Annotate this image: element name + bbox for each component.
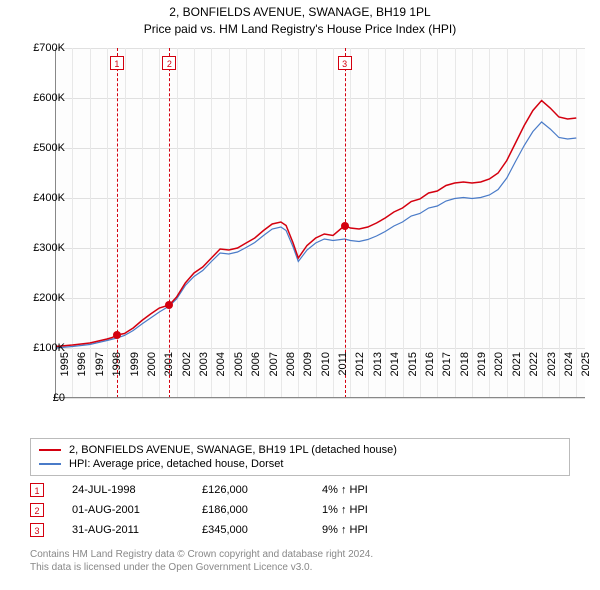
x-axis-label: 1996 xyxy=(76,352,88,376)
footer-line1: Contains HM Land Registry data © Crown c… xyxy=(30,548,373,561)
legend: 2, BONFIELDS AVENUE, SWANAGE, BH19 1PL (… xyxy=(30,438,570,476)
event-marker-dot xyxy=(341,222,349,230)
table-row: 2 01-AUG-2001£186,0001% ↑ HPI xyxy=(30,500,442,520)
event-date: 24-JUL-1998 xyxy=(72,484,202,496)
legend-row-hpi: HPI: Average price, detached house, Dors… xyxy=(39,457,561,471)
footer-copyright: Contains HM Land Registry data © Crown c… xyxy=(30,548,373,574)
x-axis-label: 2011 xyxy=(337,352,349,376)
event-date: 31-AUG-2011 xyxy=(72,524,202,536)
x-axis-label: 2017 xyxy=(441,352,453,376)
event-diff: 9% ↑ HPI xyxy=(322,524,442,536)
table-row: 3 31-AUG-2011£345,0009% ↑ HPI xyxy=(30,520,442,540)
x-axis-label: 2015 xyxy=(407,352,419,376)
y-axis-label: £200K xyxy=(33,292,65,304)
event-dashed-line xyxy=(169,48,170,398)
gridline-h xyxy=(55,398,585,399)
legend-row-property: 2, BONFIELDS AVENUE, SWANAGE, BH19 1PL (… xyxy=(39,443,561,457)
y-axis-label: £500K xyxy=(33,142,65,154)
event-price: £186,000 xyxy=(202,504,322,516)
legend-swatch-red xyxy=(39,449,61,451)
event-number-box: 3 xyxy=(338,56,352,70)
x-axis-label: 1995 xyxy=(59,352,71,376)
x-axis-label: 2000 xyxy=(146,352,158,376)
x-axis-label: 2009 xyxy=(302,352,314,376)
x-axis-label: 2013 xyxy=(372,352,384,376)
x-axis-label: 2024 xyxy=(563,352,575,376)
y-axis-label: £600K xyxy=(33,92,65,104)
x-axis-label: 2006 xyxy=(250,352,262,376)
x-axis-label: 2005 xyxy=(233,352,245,376)
x-axis-label: 2021 xyxy=(511,352,523,376)
footer-line2: This data is licensed under the Open Gov… xyxy=(30,561,373,574)
event-number-box: 1 xyxy=(110,56,124,70)
title-block: 2, BONFIELDS AVENUE, SWANAGE, BH19 1PL P… xyxy=(0,0,600,38)
event-diff: 1% ↑ HPI xyxy=(322,504,442,516)
x-axis-label: 1999 xyxy=(129,352,141,376)
event-ref-box: 3 xyxy=(30,523,44,537)
legend-swatch-blue xyxy=(39,463,61,465)
chart-area: 1 2 3 xyxy=(55,48,585,398)
event-marker-dot xyxy=(113,331,121,339)
chart-container: 2, BONFIELDS AVENUE, SWANAGE, BH19 1PL P… xyxy=(0,0,600,590)
event-ref-box: 1 xyxy=(30,483,44,497)
event-ref-box: 2 xyxy=(30,503,44,517)
x-axis-label: 2019 xyxy=(476,352,488,376)
x-axis-label: 2002 xyxy=(181,352,193,376)
series-property-line xyxy=(55,101,576,347)
event-price: £345,000 xyxy=(202,524,322,536)
x-axis-label: 2008 xyxy=(285,352,297,376)
y-axis-label: £400K xyxy=(33,192,65,204)
sale-events-table: 1 24-JUL-1998£126,0004% ↑ HPI 2 01-AUG-2001… xyxy=(30,480,442,540)
x-axis-label: 2025 xyxy=(580,352,592,376)
event-price: £126,000 xyxy=(202,484,322,496)
event-diff: 4% ↑ HPI xyxy=(322,484,442,496)
x-axis-label: 1997 xyxy=(94,352,106,376)
x-axis-label: 1998 xyxy=(111,352,123,376)
x-axis-label: 2012 xyxy=(354,352,366,376)
x-axis-label: 2010 xyxy=(320,352,332,376)
x-axis-label: 2023 xyxy=(546,352,558,376)
legend-label-property: 2, BONFIELDS AVENUE, SWANAGE, BH19 1PL (… xyxy=(69,444,397,456)
table-row: 1 24-JUL-1998£126,0004% ↑ HPI xyxy=(30,480,442,500)
x-axis-label: 2016 xyxy=(424,352,436,376)
event-date: 01-AUG-2001 xyxy=(72,504,202,516)
x-axis-label: 2018 xyxy=(459,352,471,376)
price-lines xyxy=(55,48,585,398)
legend-label-hpi: HPI: Average price, detached house, Dors… xyxy=(69,458,283,470)
event-marker-dot xyxy=(165,301,173,309)
event-dashed-line xyxy=(117,48,118,398)
x-axis-label: 2007 xyxy=(268,352,280,376)
x-axis-label: 2001 xyxy=(163,352,175,376)
title-subtitle: Price paid vs. HM Land Registry's House … xyxy=(0,21,600,38)
x-axis-label: 2014 xyxy=(389,352,401,376)
title-address: 2, BONFIELDS AVENUE, SWANAGE, BH19 1PL xyxy=(0,4,600,21)
x-axis-label: 2022 xyxy=(528,352,540,376)
series-hpi-line xyxy=(55,122,576,348)
y-axis-label: £300K xyxy=(33,242,65,254)
y-axis-label: £0 xyxy=(53,392,65,404)
x-axis-label: 2004 xyxy=(215,352,227,376)
y-axis-label: £700K xyxy=(33,42,65,54)
x-axis-label: 2003 xyxy=(198,352,210,376)
event-number-box: 2 xyxy=(162,56,176,70)
x-axis-label: 2020 xyxy=(493,352,505,376)
